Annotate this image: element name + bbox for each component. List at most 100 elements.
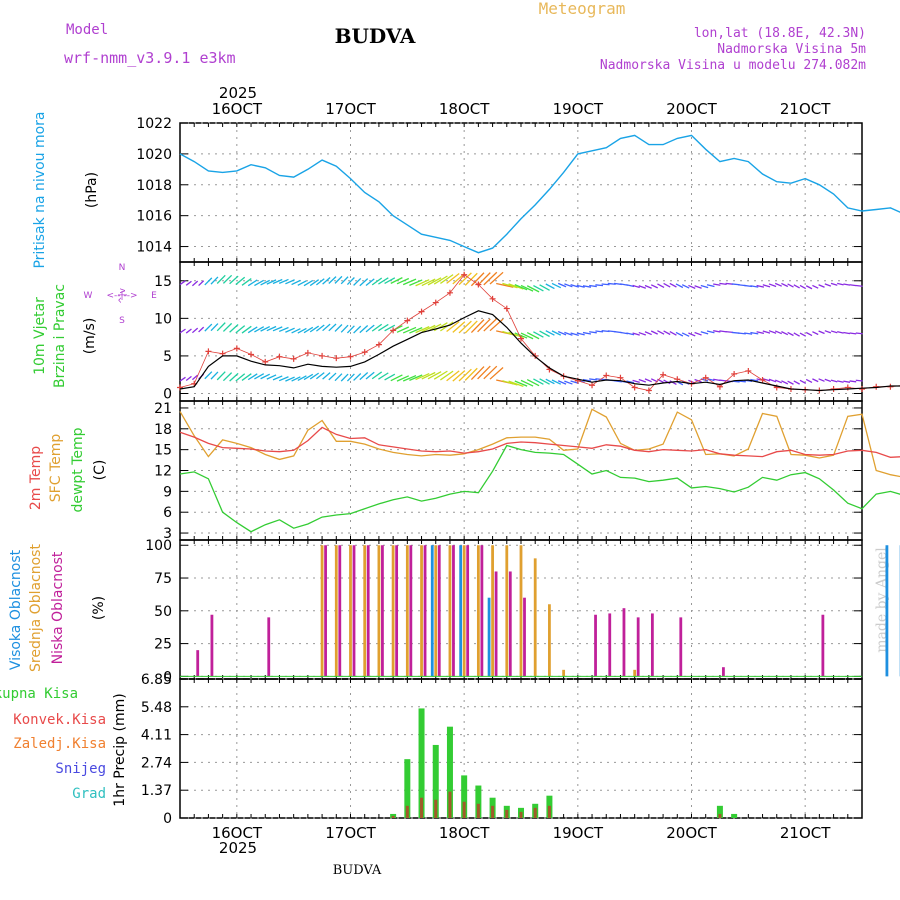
- wind-barb: [818, 378, 825, 382]
- wind-barb: [589, 331, 597, 334]
- low-cloud-bar: [821, 614, 825, 677]
- wind-barb: [520, 379, 534, 387]
- wind-barb: [440, 274, 454, 284]
- low-cloud-bar: [622, 608, 626, 677]
- bottom-date-label: 17OCT: [325, 824, 376, 842]
- wind-barb: [446, 370, 460, 382]
- wind-barb: [557, 282, 567, 288]
- wind-barb: [744, 332, 753, 335]
- wind-barb: [396, 326, 410, 333]
- wind-barb: [533, 331, 544, 338]
- low-cloud-bar: [523, 597, 526, 677]
- wind-barb: [663, 379, 671, 385]
- dewpt-title: dewpt Temp: [70, 427, 86, 512]
- wind-barb: [470, 272, 485, 287]
- wind-barb: [570, 332, 579, 337]
- low-cloud-bar: [352, 545, 356, 677]
- compass-w: W: [84, 291, 93, 301]
- y-tick-label: 5.48: [141, 700, 172, 716]
- wind-barb: [216, 371, 226, 381]
- wind-barb: [371, 323, 383, 332]
- mid-cloud-bar: [434, 545, 438, 677]
- wind-barb: [576, 332, 585, 336]
- wind-barb: [551, 379, 562, 385]
- bottom-year-label: 2025: [219, 839, 257, 857]
- wind-barb: [316, 372, 325, 380]
- wind-barb: [185, 328, 192, 334]
- wind-barb: [254, 373, 265, 380]
- sfc-temp-line: [179, 408, 900, 478]
- wind-barb: [626, 332, 635, 336]
- wind-barb: [260, 373, 271, 380]
- compass-e: E: [151, 291, 157, 301]
- wind-barb: [316, 278, 325, 286]
- wind-barb: [824, 283, 832, 287]
- mid-cloud-bar: [448, 545, 452, 677]
- top-date-label: 19OCT: [553, 100, 604, 118]
- wind-barb: [309, 325, 320, 333]
- wind-barb: [346, 373, 355, 382]
- wind-barb: [483, 271, 498, 286]
- wind-barb: [353, 373, 362, 381]
- wind-barb: [557, 330, 567, 336]
- wind-barb: [179, 280, 186, 286]
- mid-cloud-bar: [476, 545, 480, 677]
- low-cloud-bar: [494, 571, 498, 677]
- wind-barb: [799, 332, 807, 337]
- low-cloud-bar: [210, 614, 214, 677]
- wind-barb: [805, 285, 813, 290]
- wind-barb: [843, 331, 851, 335]
- wind-barb: [805, 378, 813, 384]
- wind-barb: [185, 280, 192, 286]
- mid-cloud-bar: [391, 545, 395, 677]
- conv-precip-bar: [533, 807, 537, 818]
- wind-barb: [557, 380, 567, 385]
- wind-barb: [272, 278, 283, 285]
- wind-barb: [799, 379, 807, 384]
- low-cloud-bar: [395, 545, 399, 677]
- panel-frame: [179, 678, 863, 819]
- wind-barb: [415, 279, 430, 287]
- wind-barb: [830, 379, 838, 383]
- wind-barb: [564, 380, 573, 385]
- top-date-label: 20OCT: [666, 100, 717, 118]
- bottom-date-label: 20OCT: [666, 824, 717, 842]
- wind-barb: [805, 331, 813, 337]
- model-label: Model: [66, 22, 108, 38]
- mid-cloud-bar: [405, 545, 409, 677]
- wind-barb: [309, 372, 320, 380]
- wind-barb: [589, 284, 597, 288]
- wind-barb: [774, 330, 782, 335]
- wind-barb: [657, 283, 665, 289]
- temp-unit: (C): [92, 460, 108, 481]
- wind-panel: 0 5 10 15: [154, 261, 900, 402]
- wind-barb: [452, 321, 466, 333]
- wind-barb: [371, 277, 383, 286]
- wind-barb: [378, 277, 389, 285]
- wind-barb: [675, 331, 684, 337]
- pressure-title: Pritisak na nivou mora: [32, 111, 48, 268]
- wind-barb: [402, 278, 417, 286]
- low-cloud-bar: [636, 617, 640, 677]
- wind-barb: [526, 378, 540, 387]
- low-cloud-bar: [452, 545, 455, 677]
- conv-precip-bar: [519, 811, 523, 818]
- wind-barb: [235, 276, 246, 286]
- wind-barb: [781, 380, 789, 385]
- low-cloud-bar: [409, 545, 413, 677]
- wind-barb: [688, 284, 696, 289]
- wind-barb: [427, 371, 442, 380]
- mid-cloud-bar: [349, 545, 352, 677]
- wind-barb: [229, 372, 239, 382]
- wind-barb: [837, 331, 844, 334]
- wind-barb: [663, 330, 671, 336]
- wind-barb: [520, 284, 534, 292]
- wind-barb: [768, 378, 777, 383]
- wind-barb: [458, 272, 472, 286]
- wind-barb: [216, 322, 226, 332]
- wind-barb: [322, 277, 331, 285]
- high-cloud-bar: [430, 545, 434, 677]
- wind-speed-line: [179, 310, 900, 392]
- wind-barb: [638, 285, 647, 289]
- wind-barb: [582, 378, 592, 382]
